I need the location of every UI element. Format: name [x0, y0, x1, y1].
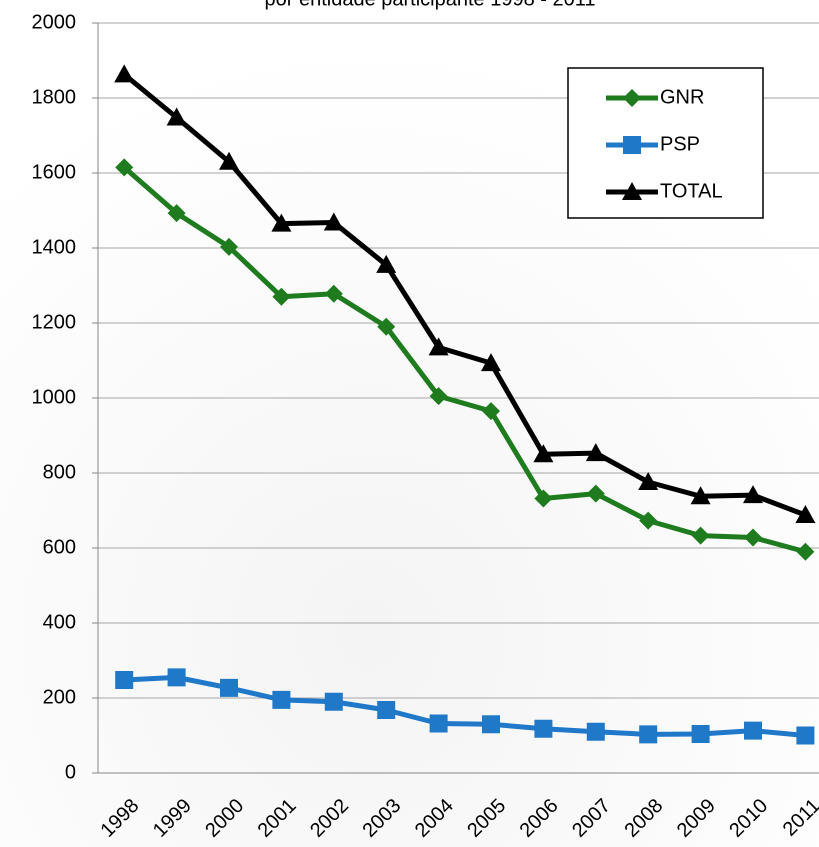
y-tick-label: 1400 [32, 236, 77, 258]
marker [220, 679, 238, 697]
legend-marker [623, 136, 641, 154]
y-tick-label: 400 [43, 611, 76, 633]
y-tick-label: 200 [43, 686, 76, 708]
y-tick-label: 600 [43, 536, 76, 558]
marker [639, 725, 657, 743]
marker [377, 701, 395, 719]
marker [744, 722, 762, 740]
marker [115, 671, 133, 689]
marker [168, 668, 186, 686]
legend-label: TOTAL [660, 180, 723, 202]
y-tick-label: 1800 [32, 86, 77, 108]
marker [325, 693, 343, 711]
chart: por entidade participante 1998 - 2011 0 2… [0, 0, 819, 847]
legend-label: GNR [660, 86, 704, 108]
y-tick-label: 1200 [32, 311, 77, 333]
y-tick-label: 1600 [32, 161, 77, 183]
marker [430, 715, 448, 733]
marker [692, 725, 710, 743]
y-tick-label: 0 [65, 761, 76, 783]
marker [796, 727, 814, 745]
marker [587, 723, 605, 741]
y-tick-label: 800 [43, 461, 76, 483]
marker [482, 715, 500, 733]
y-tick-label: 2000 [32, 11, 77, 33]
y-tick-label: 1000 [32, 386, 77, 408]
legend-label: PSP [660, 133, 700, 155]
chart-title: por entidade participante 1998 - 2011 [265, 0, 596, 10]
marker [272, 691, 290, 709]
marker [534, 720, 552, 738]
